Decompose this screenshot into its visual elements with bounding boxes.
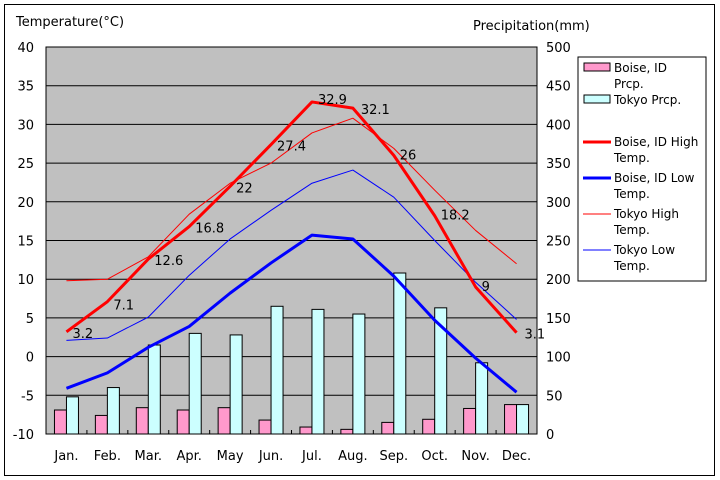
data-label: 22 <box>236 181 253 196</box>
y-tick-label: 5 <box>26 312 34 327</box>
boise-low-line <box>65 233 518 394</box>
y2-axis-title: Precipitation(mm) <box>473 19 590 34</box>
bar-boise-prcp <box>422 418 436 435</box>
data-label: 26 <box>400 148 417 163</box>
x-tick-label: Oct. <box>421 449 448 464</box>
x-tick-label: Feb. <box>94 449 121 464</box>
x-tick-label: May <box>217 449 244 464</box>
y-tick-label: 15 <box>17 235 34 250</box>
bar-boise-prcp <box>94 414 108 435</box>
x-tick-label: Apr. <box>176 449 201 464</box>
data-label: 27.4 <box>277 140 306 155</box>
data-label: 32.1 <box>361 103 390 118</box>
x-tick-label: Jan. <box>53 449 78 464</box>
y2-tick-label: 0 <box>546 428 554 443</box>
x-tick-label: Jun. <box>258 449 283 464</box>
y-tick-label: 35 <box>17 80 34 95</box>
y-tick-label: 25 <box>17 157 34 172</box>
legend-label: Tokyo Low <box>613 243 675 257</box>
bar-boise-prcp <box>53 409 67 435</box>
bar-tokyo-prcp <box>434 307 448 435</box>
y-tick-label: -5 <box>21 389 34 404</box>
y-tick-label: 20 <box>17 196 34 211</box>
data-label: 12.6 <box>154 254 183 269</box>
legend-label: Temp. <box>613 259 650 273</box>
y2-tick-label: 250 <box>546 235 571 250</box>
y-tick-label: -10 <box>13 428 34 443</box>
legend-label: Temp. <box>613 151 650 165</box>
bar-tokyo-prcp <box>516 404 530 435</box>
bar-tokyo-prcp <box>475 362 489 435</box>
data-label: 16.8 <box>195 222 224 237</box>
bar-tokyo-prcp <box>65 396 79 435</box>
y-axis-title: Temperature(°C) <box>15 15 124 30</box>
bar-boise-prcp <box>258 419 272 435</box>
bar-tokyo-prcp <box>352 313 366 435</box>
x-tick-label: Nov. <box>461 449 490 464</box>
bar-boise-prcp <box>463 407 477 435</box>
y2-tick-label: 350 <box>546 157 571 172</box>
data-label: 3.2 <box>72 327 93 342</box>
legend-swatch <box>583 62 611 72</box>
bar-boise-prcp <box>504 404 518 435</box>
x-tick-label: Sep. <box>379 449 408 464</box>
legend-label: Tokyo High <box>613 207 679 221</box>
x-tick-label: Jul. <box>301 449 322 464</box>
x-tick-label: Dec. <box>502 449 531 464</box>
y-tick-label: 30 <box>17 118 34 133</box>
y-tick-label: 40 <box>17 41 34 56</box>
y2-tick-label: 100 <box>546 351 571 366</box>
y2-tick-label: 500 <box>546 41 571 56</box>
bar-tokyo-prcp <box>270 305 284 435</box>
bar-boise-prcp <box>217 407 231 435</box>
y2-tick-label: 450 <box>546 80 571 95</box>
legend-label: Boise, ID High <box>614 135 698 149</box>
x-tick-label: Aug. <box>338 449 368 464</box>
legend-swatch <box>583 94 611 104</box>
legend-box <box>577 56 707 282</box>
bar-boise-prcp <box>340 428 354 435</box>
boise-high-line <box>65 100 518 334</box>
legend-label: Temp. <box>613 223 650 237</box>
legend-label: Temp. <box>613 187 650 201</box>
y2-tick-label: 50 <box>546 389 563 404</box>
legend-label: Prcp. <box>614 77 644 91</box>
bar-tokyo-prcp <box>188 332 202 435</box>
legend-label: Boise, ID Low <box>614 171 695 185</box>
y2-tick-label: 300 <box>546 196 571 211</box>
bar-boise-prcp <box>299 426 313 435</box>
legend-label: Boise, ID <box>614 61 667 75</box>
y2-tick-label: 200 <box>546 273 571 288</box>
data-label: 9 <box>482 280 490 295</box>
tokyo-low-line <box>66 169 517 341</box>
bar-boise-prcp <box>135 407 149 435</box>
bar-boise-prcp <box>176 409 190 435</box>
bar-tokyo-prcp <box>147 344 161 435</box>
data-label: 32.9 <box>318 93 347 108</box>
data-label: 7.1 <box>113 299 134 314</box>
data-label: 3.1 <box>525 328 546 343</box>
y-tick-label: 0 <box>26 351 34 366</box>
y2-tick-label: 150 <box>546 312 571 327</box>
plot-area: 4035302520151050-5-105004504003503002502… <box>13 41 571 464</box>
bar-tokyo-prcp <box>229 334 243 435</box>
bar-tokyo-prcp <box>393 272 407 435</box>
data-label: 18.2 <box>441 209 470 224</box>
legend: Boise, ID Prcp. Tokyo Prcp. Boise, ID High T… <box>577 56 707 282</box>
x-tick-label: Mar. <box>135 449 162 464</box>
y-tick-label: 10 <box>17 273 34 288</box>
y2-tick-label: 400 <box>546 118 571 133</box>
bar-tokyo-prcp <box>106 387 120 435</box>
bar-tokyo-prcp <box>311 308 325 435</box>
bar-boise-prcp <box>381 421 395 435</box>
tokyo-high-line <box>66 117 517 282</box>
legend-label: Tokyo Prcp. <box>613 93 681 107</box>
